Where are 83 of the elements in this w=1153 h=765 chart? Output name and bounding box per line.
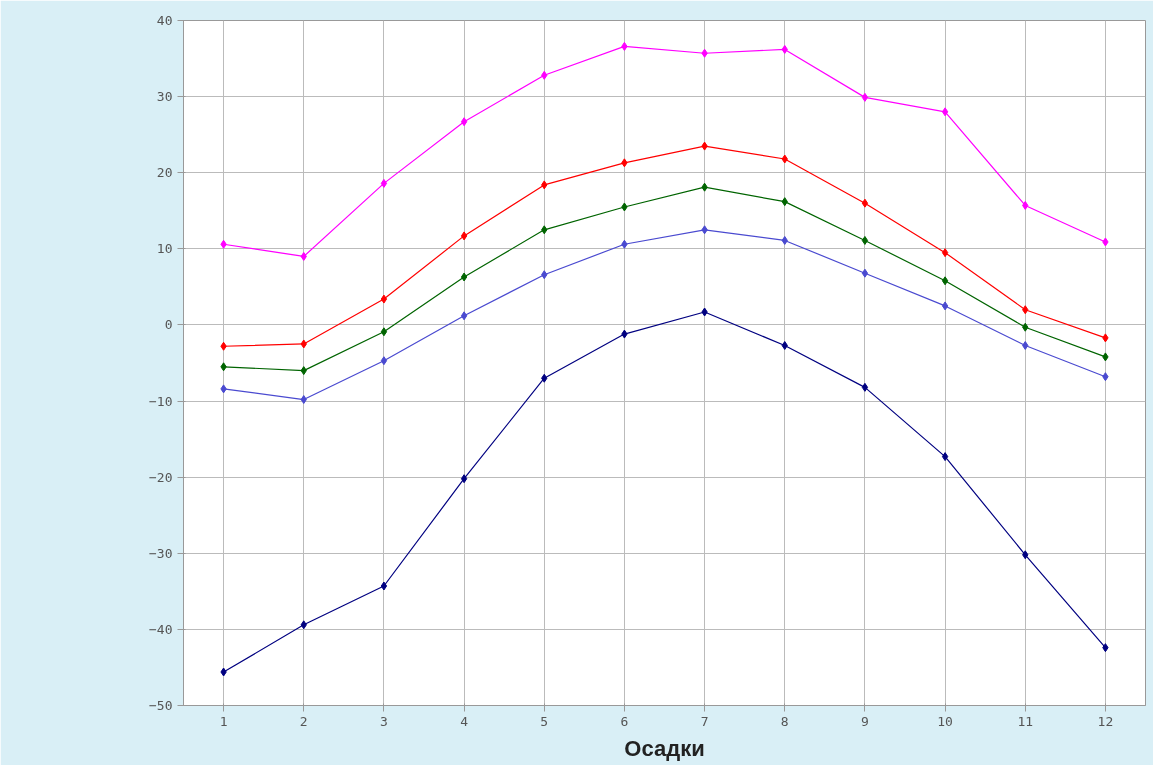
y-tick-label: −10 [149, 393, 173, 409]
y-tick-label: 20 [156, 165, 173, 181]
point [541, 70, 548, 80]
x-tick-label: 3 [380, 713, 388, 729]
point [1102, 333, 1109, 343]
point [460, 231, 468, 241]
x-tick-label: 11 [1017, 713, 1034, 729]
point [300, 339, 307, 349]
point [380, 356, 388, 366]
point [460, 117, 468, 127]
point [220, 341, 227, 351]
point [220, 384, 227, 394]
point [941, 248, 949, 258]
x-tick-label: 9 [861, 713, 869, 729]
point [1022, 322, 1029, 332]
point [541, 225, 548, 235]
point [380, 327, 388, 337]
point [781, 235, 788, 245]
point [380, 178, 388, 188]
point [541, 373, 548, 383]
x-tick-label: 7 [700, 713, 709, 729]
x-tick-label: 10 [937, 713, 953, 729]
point [621, 202, 628, 212]
point [1022, 305, 1029, 315]
point [701, 141, 708, 151]
point [300, 395, 307, 405]
point [1102, 643, 1109, 653]
point [781, 154, 788, 164]
x-tick-label: 8 [780, 713, 789, 729]
point [941, 301, 949, 311]
point [621, 158, 628, 168]
y-tick-label: 30 [156, 89, 173, 105]
x-tick-label: 4 [460, 713, 469, 729]
point [1102, 372, 1109, 382]
x-tick-label: 2 [299, 713, 308, 729]
point [701, 182, 708, 192]
point [460, 311, 468, 321]
point [300, 366, 307, 376]
point [861, 268, 869, 278]
y-tick-label: 40 [156, 13, 173, 28]
point [300, 620, 307, 630]
y-tick-label: 0 [164, 317, 173, 333]
point [861, 235, 869, 245]
point [861, 92, 869, 102]
point [701, 225, 708, 235]
x-tick-label: 6 [620, 713, 629, 729]
point [380, 294, 388, 304]
y-tick-label: −30 [149, 545, 173, 561]
point [861, 382, 869, 392]
x-tick-label: 12 [1097, 713, 1114, 729]
point [941, 107, 949, 117]
point [781, 340, 788, 350]
point [220, 667, 227, 677]
point [460, 474, 468, 484]
point [300, 251, 307, 261]
point [541, 180, 548, 190]
point [220, 362, 227, 372]
y-tick-label: −20 [149, 469, 173, 485]
y-tick-label: 10 [156, 241, 173, 257]
point [781, 197, 788, 207]
point [380, 581, 388, 591]
text: Осадки [624, 735, 705, 761]
point [220, 239, 227, 249]
point [621, 329, 628, 339]
point [701, 307, 708, 317]
point [781, 44, 788, 54]
point [701, 48, 708, 58]
point [621, 41, 628, 51]
point [1022, 550, 1029, 560]
x-tick-label: 1 [219, 713, 228, 729]
point [941, 452, 949, 462]
point [460, 272, 468, 282]
point [1102, 352, 1109, 362]
point [1022, 200, 1029, 210]
y-tick-label: −40 [149, 621, 173, 637]
point [541, 270, 548, 280]
point [621, 239, 628, 249]
point [1102, 237, 1109, 247]
y-tick-label: −50 [149, 698, 173, 713]
x-tick-label: 5 [540, 713, 549, 729]
point [941, 276, 949, 286]
point [1022, 340, 1029, 350]
point [861, 198, 869, 208]
